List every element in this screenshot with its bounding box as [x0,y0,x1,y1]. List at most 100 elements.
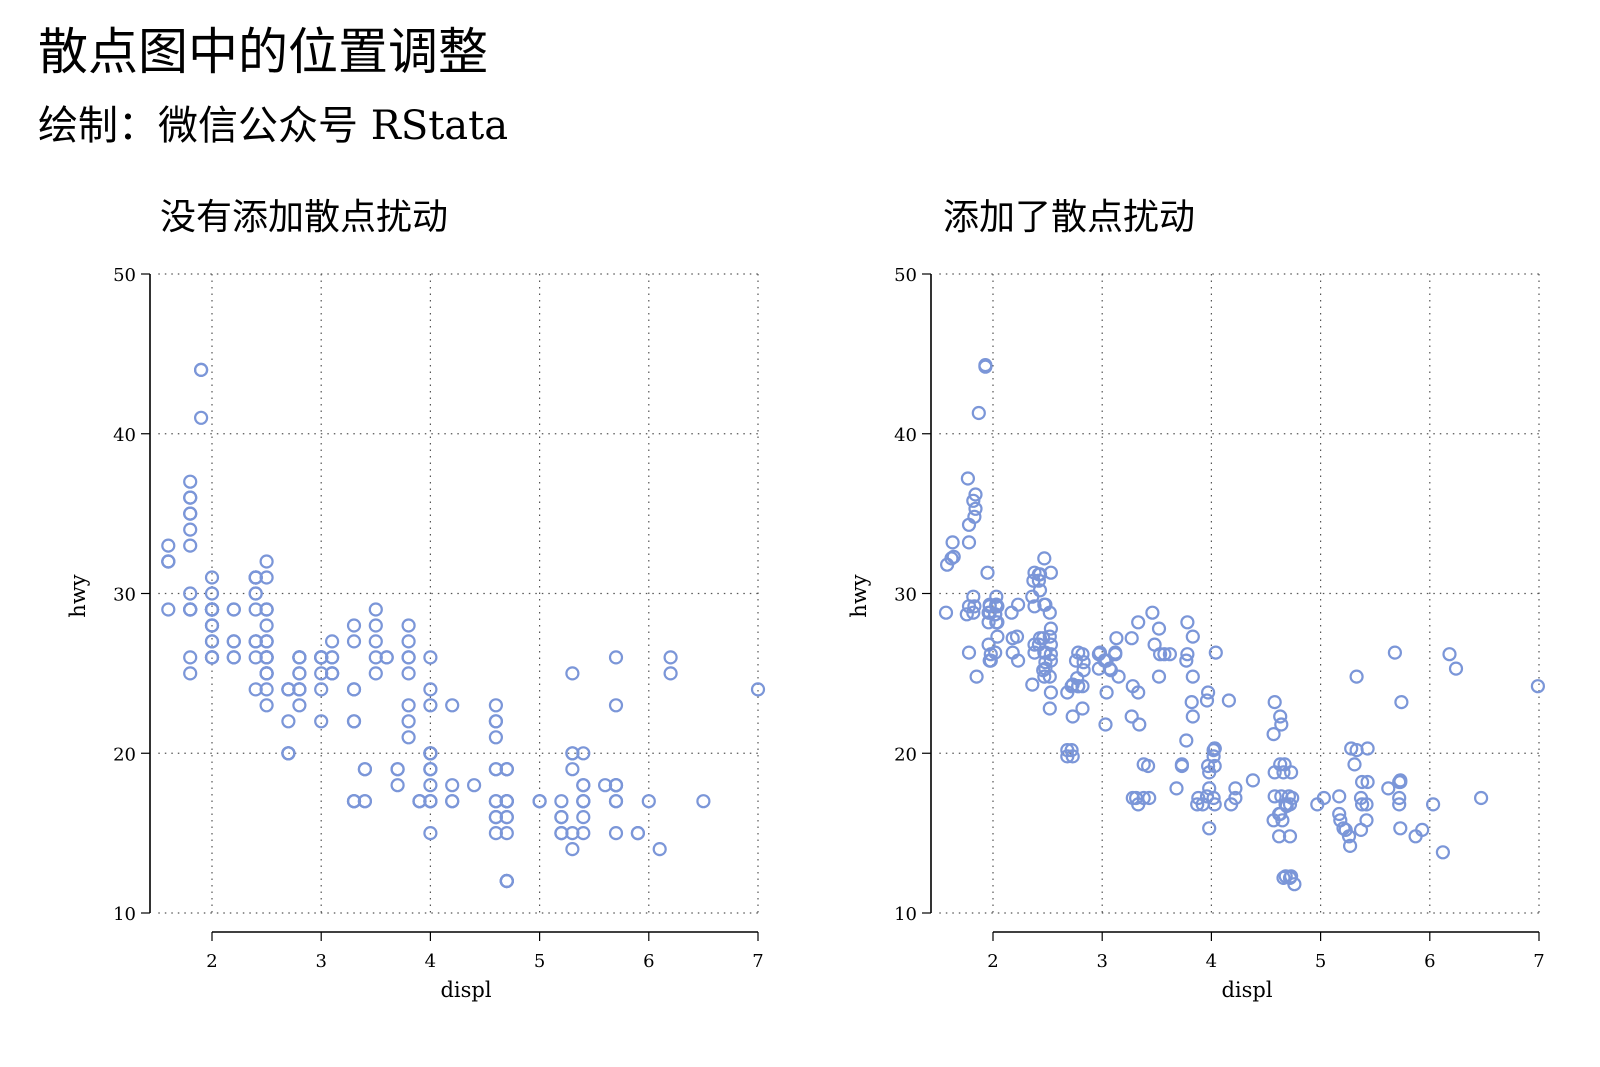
right-point [1136,790,1151,806]
left-point [346,794,362,809]
right-point [1043,685,1059,700]
right-y-tick-label-30: 30 [894,585,917,606]
left-point [423,794,438,809]
right-point [1281,789,1297,804]
left-point [204,570,220,585]
right-point [1394,694,1409,710]
page-title: 散点图中的位置调整 [38,23,488,81]
left-point [488,698,503,713]
left-point [423,698,438,713]
left-point [641,794,656,809]
right-axes: 10 20 30 40 50 2 3 4 5 6 7 [894,265,1545,972]
right-point [1065,749,1080,764]
right-point [1124,709,1139,724]
right-point [1347,757,1362,772]
right-point [1206,749,1221,764]
left-point [608,825,624,841]
left-point [281,714,296,729]
left-point [630,825,646,841]
right-point [1332,789,1347,804]
right-point [961,645,977,660]
right-point [1098,717,1113,732]
left-point [183,522,198,537]
right-point [1185,629,1200,644]
left-x-tick-label-7: 7 [752,951,763,972]
right-x-axis-title: displ [1221,978,1272,1002]
left-y-tick-label-40: 40 [113,425,136,446]
left-point [226,602,241,617]
left-point [183,538,198,553]
right-point [1042,629,1057,644]
left-point [183,602,198,617]
left-point [357,794,372,809]
right-point [1185,709,1200,724]
right-point [944,551,959,566]
right-point [971,405,986,421]
left-point [554,825,569,841]
left-point [161,554,176,569]
right-point [1381,781,1396,796]
right-point [989,615,1004,630]
left-point [401,698,416,713]
right-x-tick-label-2: 2 [987,951,998,972]
right-point [1392,797,1407,812]
left-point [183,666,198,681]
left-grid [158,273,759,914]
right-point [980,565,995,580]
left-y-tick-label-50: 50 [113,265,136,286]
left-point [194,362,209,377]
left-point [554,809,569,825]
left-point [292,666,307,681]
left-point [401,666,416,681]
right-point [1202,781,1217,796]
right-point [1132,717,1147,732]
left-point [423,778,438,793]
right-point [1267,694,1282,710]
left-point [259,602,274,617]
right-point [1276,765,1291,780]
left-point [248,682,263,697]
left-point [423,762,438,777]
right-point [1169,781,1184,796]
right-point [1207,741,1222,756]
right-point [1152,647,1168,662]
right-point [1065,709,1080,724]
left-points [161,362,766,889]
right-point [1190,797,1205,812]
left-x-tick-label-5: 5 [534,951,545,972]
left-point [445,698,460,713]
right-point [1273,709,1288,724]
left-point [292,650,307,665]
left-point [183,650,198,665]
right-point [1336,821,1351,836]
left-point [608,778,624,793]
left-point [314,666,329,681]
left-point [226,634,241,649]
right-point [968,501,983,516]
right-point [967,599,982,614]
right-point [978,359,993,374]
left-point [346,714,362,729]
left-point [488,825,503,841]
right-point [1221,693,1237,708]
right-point [1282,829,1298,844]
right-point [982,597,997,612]
left-point [532,794,547,809]
right-point [1026,573,1041,588]
left-point [423,746,438,761]
right-y-axis-title: hwy [847,574,871,618]
left-panel-title: 没有添加散点扰动 [160,197,448,238]
left-point [161,538,176,553]
right-point [1202,821,1217,836]
right-point [1199,789,1215,804]
left-point [314,650,329,665]
right-point [1185,669,1200,684]
right-x-tick-label-6: 6 [1424,951,1435,972]
right-point [1075,701,1090,716]
right-point [1415,822,1430,838]
left-point [608,650,624,665]
left-point [608,698,624,713]
right-point [967,509,982,524]
left-point [488,809,503,825]
right-point [1162,647,1178,662]
